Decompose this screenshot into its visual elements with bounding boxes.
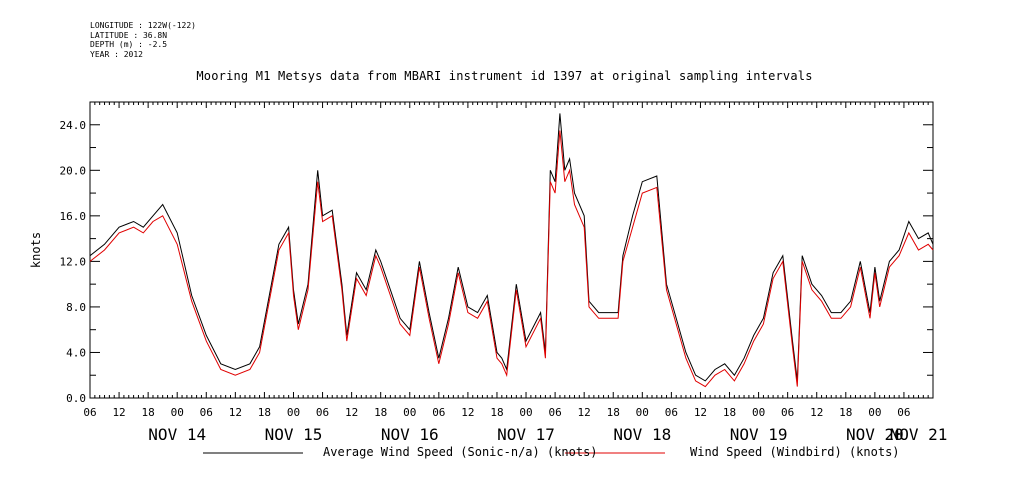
x-hour-label: 18	[258, 406, 271, 419]
x-hour-label: 06	[665, 406, 678, 419]
x-hour-label: 00	[636, 406, 649, 419]
y-axis-label: knots	[29, 232, 43, 268]
chart-title: Mooring M1 Metsys data from MBARI instru…	[196, 69, 813, 83]
x-hour-label: 06	[316, 406, 329, 419]
y-tick-label: 20.0	[60, 164, 87, 177]
x-day-label: NOV 21	[890, 425, 948, 444]
x-hour-label: 00	[519, 406, 532, 419]
y-tick-label: 4.0	[66, 346, 86, 359]
x-hour-label: 06	[781, 406, 794, 419]
x-hour-label: 18	[490, 406, 503, 419]
y-tick-label: 0.0	[66, 392, 86, 405]
x-day-label: NOV 17	[497, 425, 555, 444]
x-hour-label: 12	[229, 406, 242, 419]
y-tick-label: 16.0	[60, 210, 87, 223]
x-hour-label: 00	[752, 406, 765, 419]
x-hour-label: 18	[142, 406, 155, 419]
y-tick-label: 12.0	[60, 255, 87, 268]
y-tick-label: 8.0	[66, 301, 86, 314]
series-line-windbird	[89, 130, 934, 388]
x-day-label: NOV 20	[846, 425, 904, 444]
series-layer	[89, 113, 934, 388]
x-hour-label: 18	[607, 406, 620, 419]
plot-frame	[89, 101, 934, 399]
x-hour-label: 06	[83, 406, 96, 419]
x-hour-label: 06	[897, 406, 910, 419]
x-hour-label: 18	[723, 406, 736, 419]
y-tick-label: 24.0	[60, 119, 87, 132]
x-day-label: NOV 16	[381, 425, 439, 444]
legend-entry-windbird: Wind Speed (Windbird) (knots)	[690, 445, 900, 459]
x-day-label: NOV 19	[730, 425, 788, 444]
x-hour-label: 18	[374, 406, 387, 419]
x-hour-label: 06	[200, 406, 213, 419]
x-hour-label: 12	[112, 406, 125, 419]
legend-entry-sonic: Average Wind Speed (Sonic-n/a) (knots)	[323, 445, 598, 459]
x-hour-label: 12	[461, 406, 474, 419]
x-axis: 06 12 18 00 06 12 18 00 06 12 18 00 06 12 18 00 06 12 18 00…	[83, 102, 947, 444]
x-hour-label: 06	[432, 406, 445, 419]
x-hour-label: 12	[694, 406, 707, 419]
x-hour-label: 00	[403, 406, 416, 419]
y-axis: 0.0 4.0 8.0 12.0 16.0 20.0 24.0	[60, 101, 933, 405]
x-hour-label: 18	[839, 406, 852, 419]
series-line-sonic	[89, 113, 934, 382]
x-day-label: NOV 15	[265, 425, 323, 444]
longitude-label: LONGITUDE : 122W(-122)	[90, 21, 196, 30]
x-hour-label: 12	[810, 406, 823, 419]
x-hour-label: 12	[345, 406, 358, 419]
latitude-label: LATITUDE : 36.8N	[90, 30, 168, 40]
x-hour-label: 00	[171, 406, 184, 419]
depth-label: DEPTH (m) : -2.5	[90, 40, 168, 49]
x-day-label: NOV 18	[613, 425, 671, 444]
x-day-label: NOV 14	[148, 425, 206, 444]
dataset-metadata: LONGITUDE : 122W(-122) LATITUDE : 36.8N …	[90, 21, 196, 59]
x-hour-label: 00	[287, 406, 300, 419]
year-label: YEAR : 2012	[90, 49, 143, 59]
x-hour-label: 12	[578, 406, 591, 419]
x-hour-label: 00	[868, 406, 881, 419]
x-hour-label: 06	[548, 406, 561, 419]
